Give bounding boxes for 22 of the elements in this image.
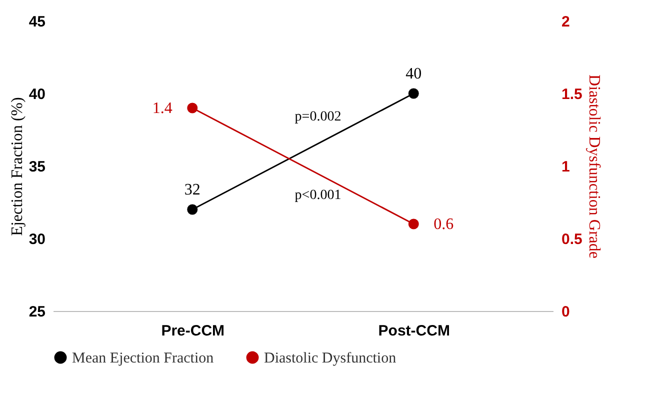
y-tick-label: 25 <box>28 304 46 320</box>
data-label: 0.6 <box>434 216 454 233</box>
y-tick-label: 35 <box>28 158 46 176</box>
x-tick-label: Pre-CCM <box>161 322 225 340</box>
data-label: 32 <box>184 182 200 198</box>
y2-tick-label: 0 <box>562 304 570 320</box>
y2-tick-label: 1 <box>562 158 570 176</box>
y2-tick-label: 0.5 <box>562 231 582 248</box>
y2-axis-title: Diastolic Dysfunction Grade <box>585 74 602 258</box>
legend-label: Diastolic Dysfunction <box>264 350 397 367</box>
y-tick-label: 45 <box>28 14 46 30</box>
legend-label: Mean Ejection Fraction <box>72 350 214 367</box>
data-label: 1.4 <box>152 100 172 117</box>
y2-tick-label: 2 <box>562 14 570 30</box>
annotation: p=0.002 <box>294 110 342 125</box>
y2-tick-label: 1.5 <box>562 86 582 103</box>
annotation: p<0.001 <box>294 188 342 203</box>
y-axis-title: Ejection Fraction (%) <box>8 97 26 236</box>
x-tick-label: Post-CCM <box>378 322 450 340</box>
y-tick-label: 40 <box>28 86 46 103</box>
y-tick-label: 30 <box>28 231 46 248</box>
data-label: 40 <box>406 66 422 82</box>
